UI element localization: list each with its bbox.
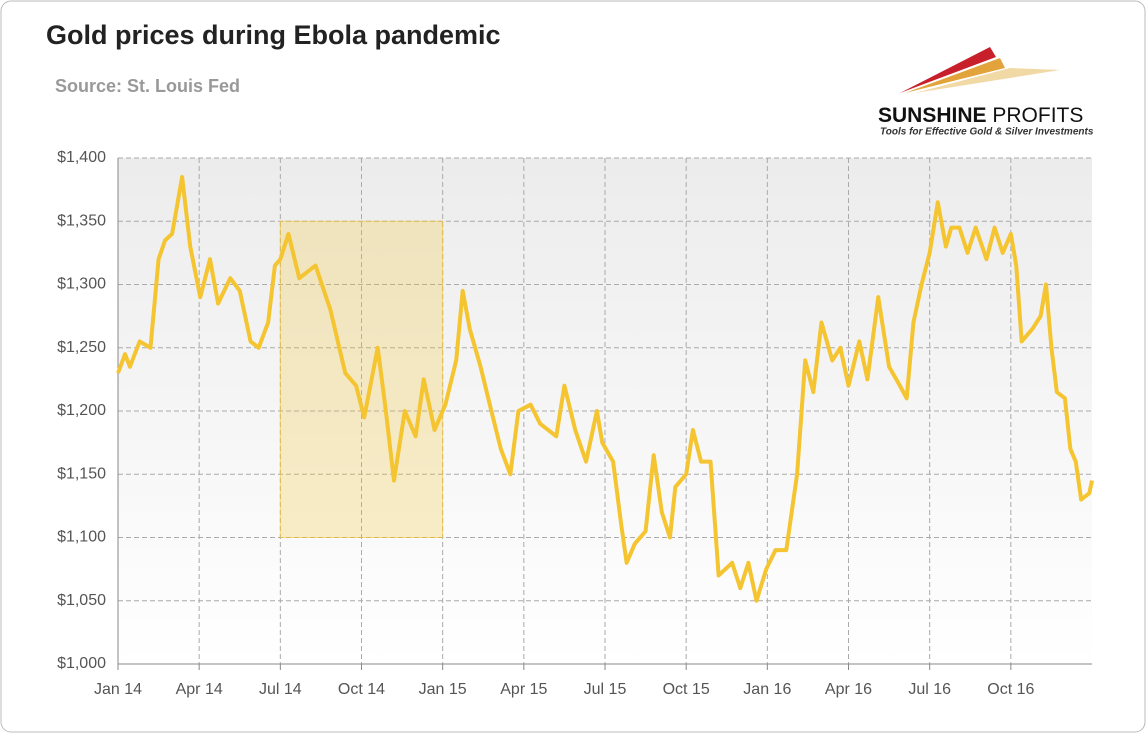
- x-tick-label: Oct 16: [987, 681, 1034, 698]
- logo-ray: [915, 68, 1060, 93]
- y-tick-label: $1,150: [57, 465, 106, 482]
- y-tick-label: $1,100: [57, 529, 106, 546]
- y-tick-label: $1,050: [57, 592, 106, 609]
- x-tick-label: Jan 15: [419, 681, 467, 698]
- y-tick-label: $1,400: [57, 149, 106, 166]
- y-tick-label: $1,000: [57, 655, 106, 672]
- x-tick-label: Jul 14: [259, 681, 302, 698]
- x-tick-label: Jan 14: [94, 681, 142, 698]
- chart-title: Gold prices during Ebola pandemic: [46, 20, 501, 50]
- logo: SUNSHINE PROFITS Tools for Effective Gol…: [878, 47, 1094, 138]
- y-tick-label: $1,200: [57, 402, 106, 419]
- logo-tagline: Tools for Effective Gold & Silver Invest…: [880, 127, 1094, 138]
- y-tick-label: $1,350: [57, 212, 106, 229]
- subtitle: Source: St. Louis Fed: [55, 76, 240, 96]
- x-tick-label: Jul 16: [908, 681, 951, 698]
- y-tick-label: $1,250: [57, 339, 106, 356]
- x-tick-label: Jan 16: [743, 681, 791, 698]
- x-tick-label: Apr 15: [500, 681, 547, 698]
- x-tick-label: Oct 14: [338, 681, 385, 698]
- price-line: [116, 174, 1094, 603]
- logo-ray: [900, 47, 996, 93]
- x-tick-label: Apr 14: [176, 681, 223, 698]
- x-tick-label: Oct 15: [663, 681, 710, 698]
- x-tick-label: Jul 15: [584, 681, 627, 698]
- y-tick-label: $1,300: [57, 276, 106, 293]
- logo-name: SUNSHINE PROFITS: [878, 104, 1083, 127]
- x-tick-label: Apr 16: [825, 681, 872, 698]
- logo-ray: [905, 58, 1005, 93]
- highlight-region: [279, 220, 444, 538]
